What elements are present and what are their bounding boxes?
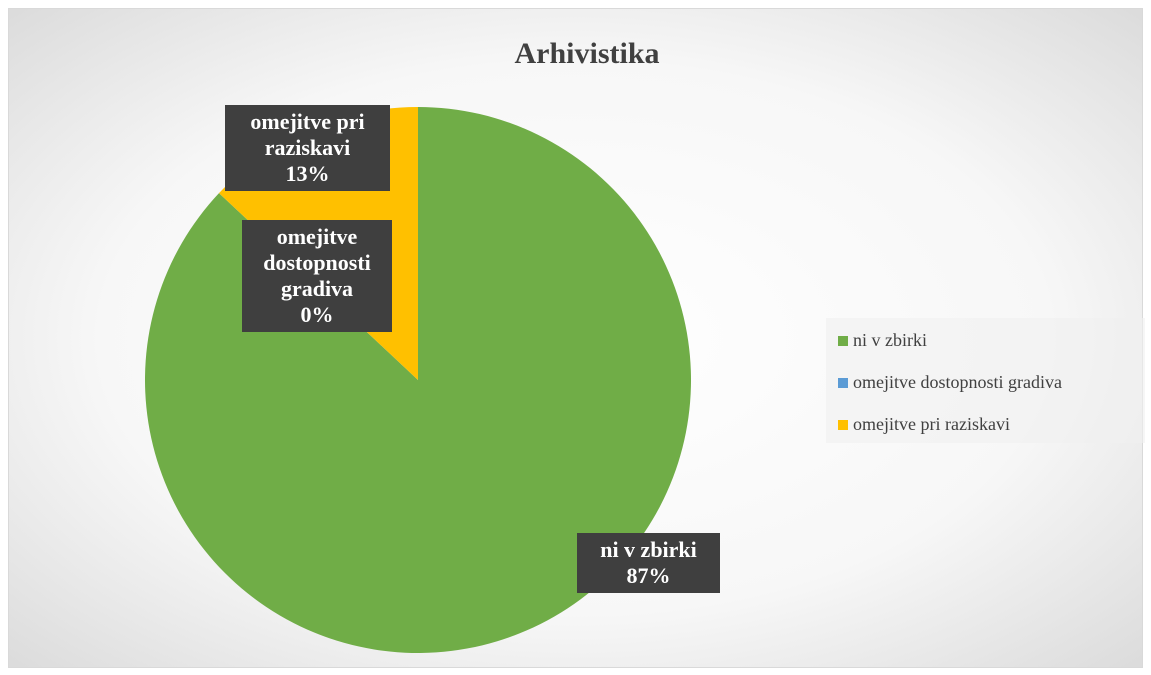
data-label-value: 13% (285, 161, 330, 186)
legend-label: omejitve dostopnosti gradiva (853, 372, 1062, 392)
legend-label: omejitve pri raziskavi (853, 414, 1010, 434)
chart-title: Arhivistika (514, 37, 659, 70)
legend-label: ni v zbirki (853, 330, 927, 350)
data-label-value: 87% (626, 563, 671, 588)
legend-item: ni v zbirki (838, 330, 927, 351)
data-label: omejitve dostopnosti gradiva 0% (242, 220, 392, 332)
legend-swatch (838, 419, 848, 430)
data-label-category: ni v zbirki (600, 537, 697, 562)
legend: ni v zbirki omejitve dostopnosti gradiva o… (826, 318, 1145, 443)
data-label-value: 0% (300, 302, 334, 327)
legend-item: omejitve dostopnosti gradiva (838, 372, 1062, 393)
data-label: ni v zbirki 87% (577, 533, 720, 593)
data-label-category: omejitve dostopnosti gradiva (263, 224, 371, 301)
legend-swatch (838, 377, 848, 388)
legend-swatch (838, 335, 848, 346)
data-label: omejitve pri raziskavi 13% (225, 105, 390, 191)
data-label-category: omejitve pri raziskavi (250, 109, 365, 160)
legend-item: omejitve pri raziskavi (838, 414, 1010, 435)
